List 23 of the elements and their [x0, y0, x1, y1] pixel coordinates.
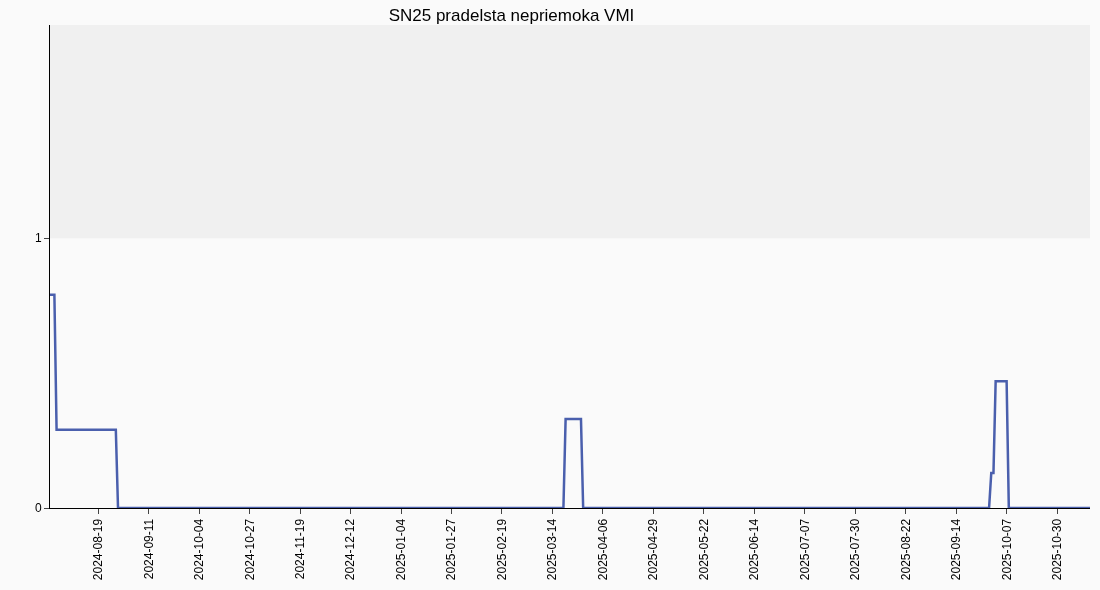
x-tick-label: 2025-05-22	[696, 518, 711, 581]
x-tick-label: 2025-07-07	[797, 518, 812, 581]
x-tick-label: 2025-10-30	[1049, 518, 1064, 581]
x-tick-label: 2025-06-14	[747, 518, 762, 581]
x-tick-label: 2025-01-04	[393, 518, 408, 581]
y-tick-label: 1	[34, 231, 42, 246]
y-tick-label: 0	[34, 501, 42, 516]
x-tick-label: 2025-01-27	[444, 518, 459, 581]
x-tick-label: 2025-03-14	[545, 518, 560, 581]
x-tick-label: 2025-04-29	[646, 518, 661, 581]
x-tick-label: 2024-08-19	[91, 518, 106, 581]
x-tick-label: 2024-09-11	[141, 518, 156, 580]
x-tick-label: 2025-08-22	[898, 518, 913, 581]
x-tick-label: 2024-12-12	[343, 518, 358, 581]
x-tick-label: 2025-04-06	[595, 518, 610, 581]
x-tick-label: 2025-10-07	[999, 518, 1014, 581]
x-tick-label: 2024-10-27	[242, 518, 257, 581]
x-tick-label: 2024-11-19	[293, 518, 308, 580]
x-tick-label: 2024-10-04	[192, 518, 207, 581]
x-tick-label: 2025-09-14	[949, 518, 964, 581]
x-tick-label: 2025-07-30	[848, 518, 863, 581]
x-tick-label: 2025-02-19	[494, 518, 509, 581]
chart-title: SN25 pradelsta nepriemoka VMI	[388, 5, 635, 25]
